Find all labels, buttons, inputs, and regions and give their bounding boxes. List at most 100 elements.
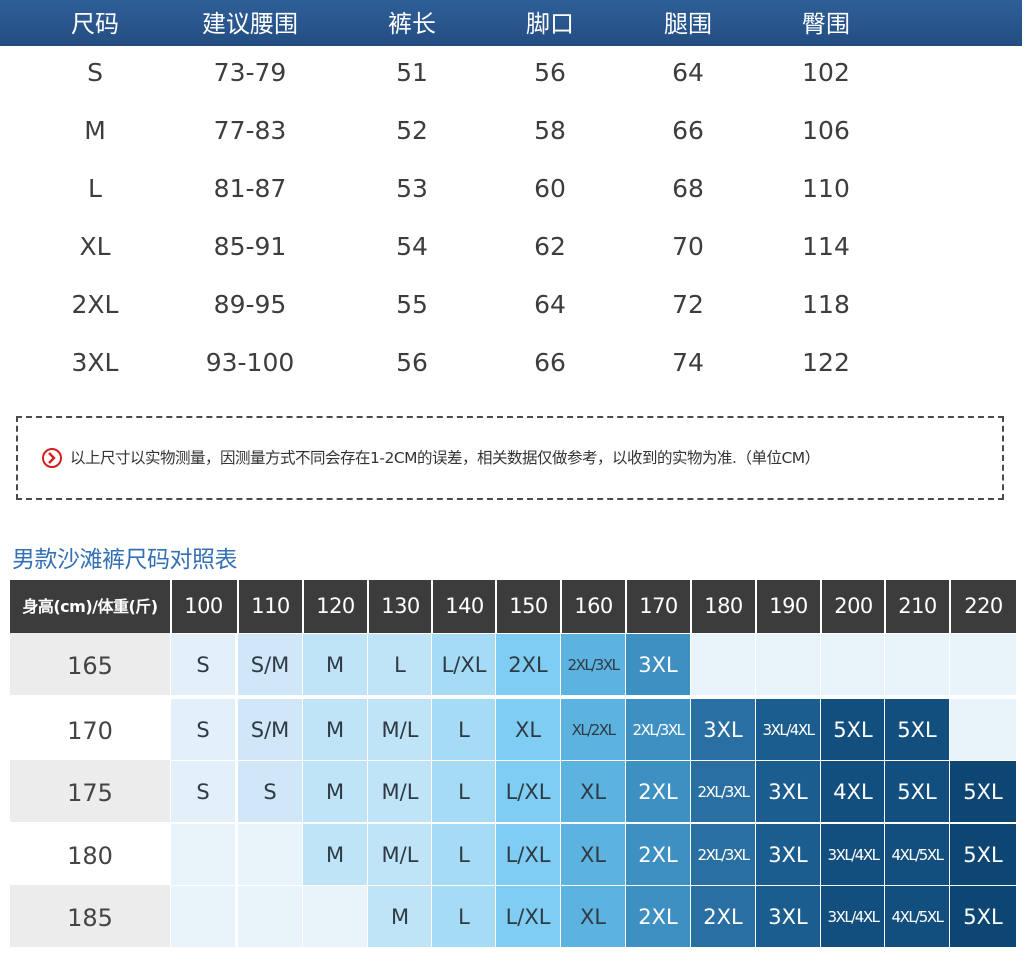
height-row: 180 M M/L L L/XL XL 2XL 2XL/3XL 3XL 3XL/4XL 4XL/5X… bbox=[10, 823, 1016, 885]
chevron-right-circle-icon bbox=[42, 448, 62, 468]
size-cell: 4XL/5XL bbox=[884, 823, 949, 885]
weight-header-cell: 140 bbox=[431, 580, 496, 633]
empty-cell bbox=[820, 633, 885, 695]
size-cell: 2XL/3XL bbox=[690, 823, 755, 885]
cell-size: M bbox=[84, 116, 106, 145]
size-cell: L bbox=[431, 698, 496, 760]
cell-size: XL bbox=[79, 232, 111, 261]
size-cell: S bbox=[170, 633, 235, 695]
empty-cell bbox=[237, 885, 302, 947]
size-cell: 4XL bbox=[820, 760, 885, 822]
size-cell: 5XL bbox=[949, 823, 1016, 885]
size-cell: XL/2XL bbox=[560, 698, 625, 760]
height-label: 185 bbox=[10, 885, 170, 947]
empty-cell bbox=[949, 698, 1016, 760]
cell-thigh: 64 bbox=[672, 58, 704, 87]
size-cell: 2XL bbox=[625, 823, 690, 885]
size-row: S 73-79 51 56 64 102 bbox=[0, 44, 1022, 102]
size-cell: S/M bbox=[237, 633, 302, 695]
size-cell: 5XL bbox=[884, 698, 949, 760]
cell-thigh: 68 bbox=[672, 174, 704, 203]
empty-cell bbox=[170, 885, 235, 947]
size-row: 3XL 93-100 56 66 74 122 bbox=[0, 334, 1022, 392]
size-cell: 3XL/4XL bbox=[820, 885, 885, 947]
size-cell: 3XL bbox=[690, 698, 755, 760]
weight-header-cell: 180 bbox=[690, 580, 755, 633]
size-cell: XL bbox=[560, 885, 625, 947]
cell-length: 56 bbox=[396, 348, 428, 377]
size-cell: S/M bbox=[237, 698, 302, 760]
size-cell: S bbox=[170, 698, 235, 760]
empty-cell bbox=[237, 823, 302, 885]
size-cell: 5XL bbox=[949, 760, 1016, 822]
size-cell: M bbox=[302, 760, 367, 822]
empty-cell bbox=[949, 633, 1016, 695]
empty-cell bbox=[755, 633, 820, 695]
corner-label: 身高(cm)/体重(斤) bbox=[22, 597, 158, 616]
cell-leg-opening: 56 bbox=[534, 58, 566, 87]
size-cell: L bbox=[431, 885, 496, 947]
size-cell: 2XL/3XL bbox=[560, 633, 625, 695]
size-cell: L bbox=[431, 760, 496, 822]
cell-hip: 122 bbox=[802, 348, 850, 377]
cell-length: 52 bbox=[396, 116, 428, 145]
header-leg-opening: 脚口 bbox=[526, 10, 574, 38]
size-cell: S bbox=[237, 760, 302, 822]
size-cell: S bbox=[170, 760, 235, 822]
size-row: 2XL 89-95 55 64 72 118 bbox=[0, 276, 1022, 334]
size-cell: M bbox=[302, 698, 367, 760]
size-cell: L bbox=[367, 633, 432, 695]
cell-waist: 73-79 bbox=[213, 58, 287, 87]
size-cell: 4XL/5XL bbox=[884, 885, 949, 947]
size-cell: M bbox=[302, 823, 367, 885]
size-cell: L/XL bbox=[495, 885, 560, 947]
empty-cell bbox=[690, 633, 755, 695]
header-size: 尺码 bbox=[71, 10, 119, 38]
cell-waist: 93-100 bbox=[205, 348, 295, 377]
cell-waist: 77-83 bbox=[213, 116, 287, 145]
weight-header-cell: 190 bbox=[755, 580, 820, 633]
cell-size: 2XL bbox=[71, 290, 119, 319]
cell-size: L bbox=[88, 174, 102, 203]
size-cell: L/XL bbox=[431, 633, 496, 695]
size-cell: 2XL bbox=[495, 633, 560, 695]
cell-leg-opening: 66 bbox=[534, 348, 566, 377]
cell-length: 55 bbox=[396, 290, 428, 319]
size-cell: 3XL bbox=[755, 885, 820, 947]
height-row: 185 M L L/XL XL 2XL 2XL 3XL 3XL/4XL 4XL/5XL 5XL bbox=[10, 885, 1016, 947]
size-cell: XL bbox=[495, 698, 560, 760]
cell-hip: 114 bbox=[802, 232, 850, 261]
size-cell: 2XL bbox=[625, 760, 690, 822]
size-cell: XL bbox=[560, 823, 625, 885]
size-cell: L/XL bbox=[495, 760, 560, 822]
size-cell: 2XL bbox=[625, 885, 690, 947]
header-length: 裤长 bbox=[388, 10, 436, 38]
weight-header-row: 身高(cm)/体重(斤) 100 110 120 130 140 150 160 170 180… bbox=[10, 580, 1016, 633]
empty-cell bbox=[170, 823, 235, 885]
height-row: 165 S S/M M L L/XL 2XL 2XL/3XL 3XL bbox=[10, 633, 1016, 695]
cell-leg-opening: 58 bbox=[534, 116, 566, 145]
cell-hip: 110 bbox=[802, 174, 850, 203]
measurement-notice: 以上尺寸以实物测量，因测量方式不同会存在1-2CM的误差，相关数据仅做参考，以收… bbox=[16, 416, 1004, 500]
weight-header-cell: 110 bbox=[237, 580, 302, 633]
header-thigh: 腿围 bbox=[664, 10, 712, 38]
chart-title: 男款沙滩裤尺码对照表 bbox=[12, 547, 238, 573]
size-cell: M bbox=[302, 633, 367, 695]
empty-cell bbox=[302, 885, 367, 947]
weight-header-cell: 220 bbox=[949, 580, 1016, 633]
size-cell: 5XL bbox=[949, 885, 1016, 947]
size-row: L 81-87 53 60 68 110 bbox=[0, 160, 1022, 218]
cell-thigh: 74 bbox=[672, 348, 704, 377]
weight-header-cell: 210 bbox=[884, 580, 949, 633]
size-chart-grid: 身高(cm)/体重(斤) 100 110 120 130 140 150 160 170 180… bbox=[10, 580, 1016, 966]
size-cell: M/L bbox=[367, 823, 432, 885]
size-table-header: 尺码 建议腰围 裤长 脚口 腿围 臀围 bbox=[0, 0, 1022, 46]
size-cell: 3XL/4XL bbox=[820, 823, 885, 885]
size-cell: XL bbox=[560, 760, 625, 822]
size-cell: 5XL bbox=[820, 698, 885, 760]
cell-thigh: 66 bbox=[672, 116, 704, 145]
weight-header-cell: 150 bbox=[495, 580, 560, 633]
cell-leg-opening: 60 bbox=[534, 174, 566, 203]
size-cell: M/L bbox=[367, 698, 432, 760]
cell-leg-opening: 64 bbox=[534, 290, 566, 319]
